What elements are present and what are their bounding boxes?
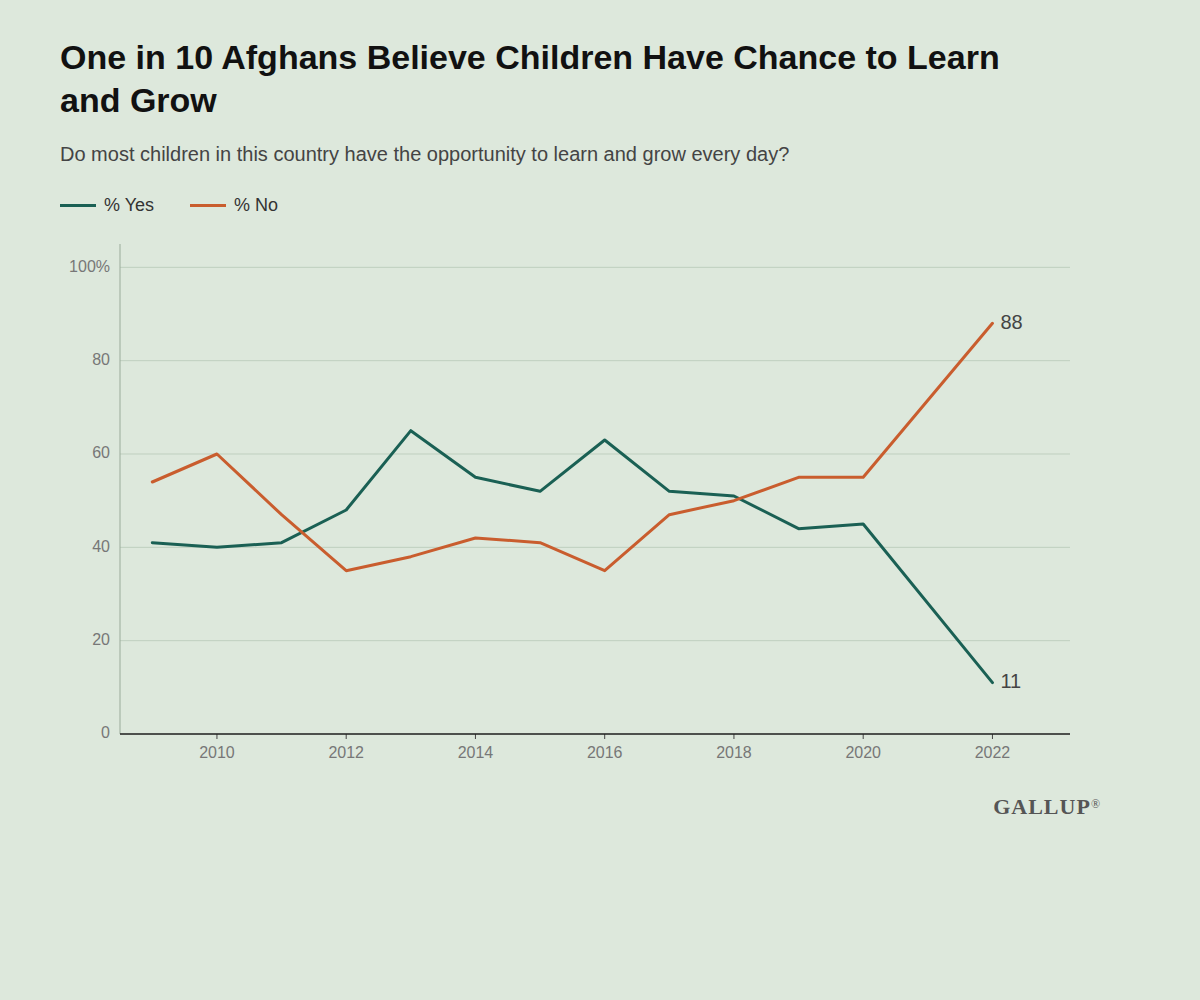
grid-line — [120, 454, 1070, 455]
x-tick-label: 2012 — [328, 744, 364, 761]
source: GALLUP® — [60, 794, 1100, 820]
legend-item: % Yes — [60, 195, 154, 216]
legend-swatch — [60, 204, 96, 207]
y-tick-label: 80 — [92, 351, 110, 368]
source-mark: ® — [1091, 797, 1100, 811]
y-tick-label: 20 — [92, 631, 110, 648]
y-tick-label: 60 — [92, 444, 110, 461]
y-axis-line — [120, 244, 121, 734]
plot-lines — [152, 323, 992, 682]
x-tick-label: 2010 — [199, 744, 235, 761]
y-tick-label: 0 — [101, 724, 110, 741]
y-tick-label: 40 — [92, 538, 110, 555]
chart-svg: 0 20 40 60 80 100% 2010 2012 2014 2016 2018 2020 202… — [60, 224, 1140, 784]
x-tick-label: 2016 — [587, 744, 623, 761]
end-label: 11 — [1000, 670, 1021, 692]
grid-line — [120, 547, 1070, 548]
legend-label: % No — [234, 195, 278, 216]
y-grid — [120, 267, 1070, 734]
x-axis: 2010 2012 2014 2016 2018 2020 2022 — [120, 734, 1070, 761]
legend-item: % No — [190, 195, 278, 216]
legend-label: % Yes — [104, 195, 154, 216]
grid-line — [120, 267, 1070, 268]
title: One in 10 Afghans Believe Children Have … — [60, 36, 1060, 121]
y-axis: 0 20 40 60 80 100% — [69, 244, 120, 741]
legend: % Yes % No — [60, 195, 1140, 216]
grid-line — [120, 360, 1070, 361]
source-text: GALLUP — [993, 794, 1091, 819]
x-tick-label: 2020 — [845, 744, 881, 761]
end-label: 88 — [1000, 311, 1022, 333]
chart-wrap: One in 10 Afghans Believe Children Have … — [0, 0, 1200, 820]
x-tick-label: 2014 — [458, 744, 494, 761]
legend-swatch — [190, 204, 226, 207]
x-tick-label: 2018 — [716, 744, 752, 761]
subtitle: Do most children in this country have th… — [60, 139, 960, 169]
annotations: 11 88 — [1000, 311, 1022, 692]
x-axis-line — [120, 733, 1070, 735]
series-line — [152, 323, 992, 570]
chart-area: 0 20 40 60 80 100% 2010 2012 2014 2016 2018 2020 202… — [60, 224, 1140, 788]
grid-line — [120, 640, 1070, 641]
x-tick-label: 2022 — [975, 744, 1011, 761]
y-tick-label: 100% — [69, 258, 110, 275]
grid-line — [120, 734, 1070, 735]
